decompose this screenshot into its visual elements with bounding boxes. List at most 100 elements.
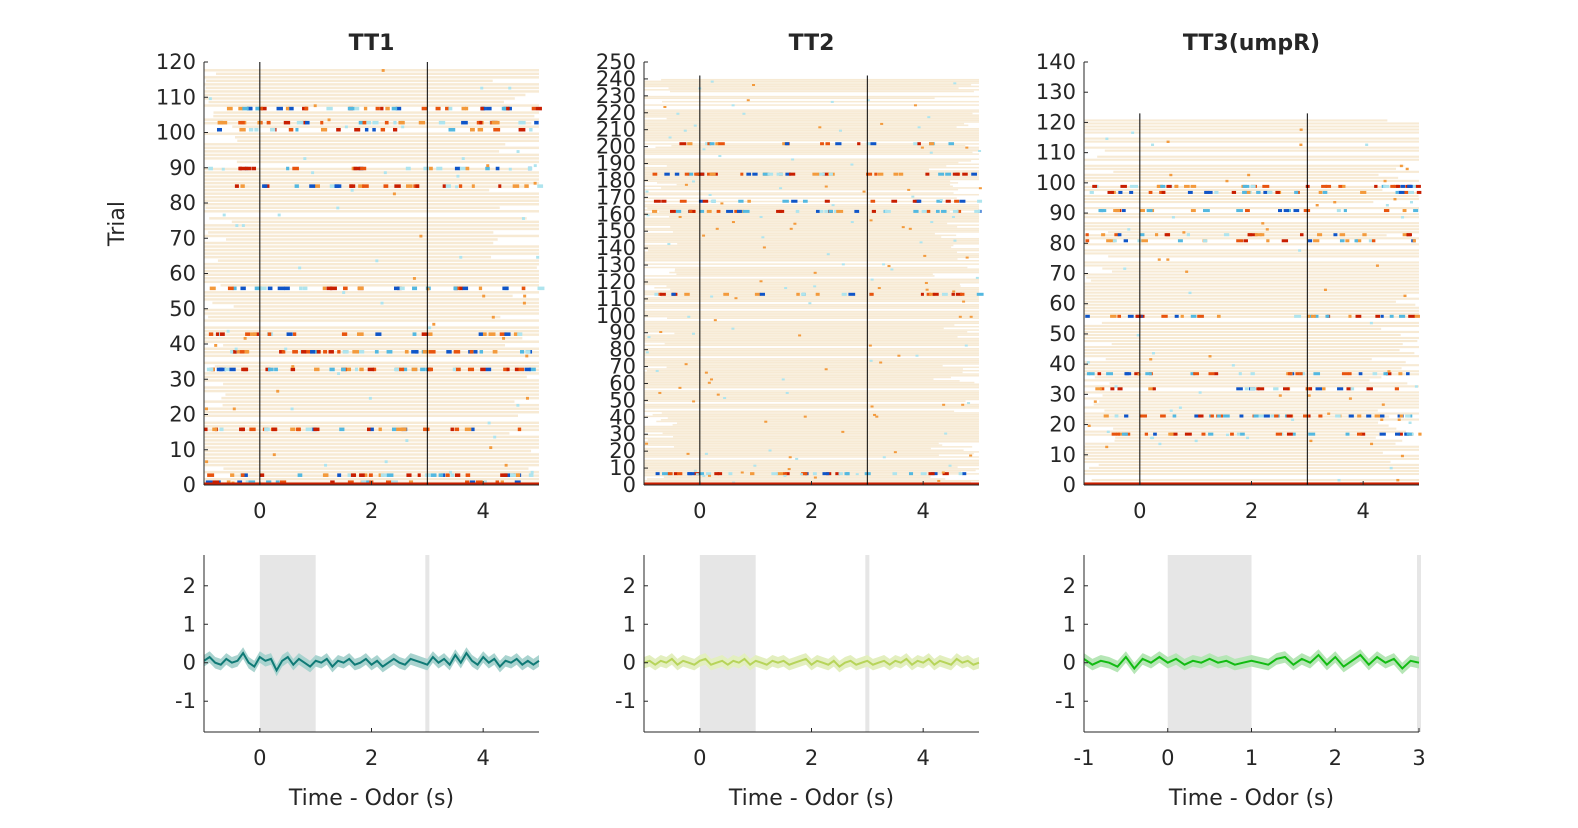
spike-mark: [305, 120, 310, 125]
spike-mark: [1236, 239, 1244, 243]
spike-mark: [718, 142, 725, 146]
spike-mark: [329, 367, 335, 372]
trial-row: [204, 277, 539, 280]
trial-row: [644, 116, 979, 118]
spike-mark: [1086, 361, 1090, 364]
spike-mark: [240, 184, 245, 188]
trial-row: [658, 210, 950, 213]
trial-row: [1084, 309, 1419, 312]
spike-mark: [259, 473, 265, 477]
spike-mark: [386, 473, 394, 477]
spike-mark: [521, 286, 526, 291]
x-tick-label: 0: [1133, 499, 1146, 523]
trial-row: [644, 395, 979, 397]
spike-mark: [795, 209, 800, 213]
spike-mark: [1397, 418, 1401, 421]
spike-mark: [1201, 432, 1206, 436]
spike-mark: [776, 472, 784, 476]
spike-mark: [504, 332, 511, 336]
trial-row: [663, 476, 931, 479]
spike-mark: [362, 120, 367, 125]
trial-row: [1084, 391, 1419, 394]
trial-row: [644, 307, 979, 309]
spike-mark: [421, 332, 429, 336]
spike-mark: [342, 291, 346, 294]
spike-mark: [220, 120, 228, 125]
spike-mark: [239, 427, 245, 432]
spike-mark: [1124, 414, 1129, 418]
trial-row: [204, 227, 539, 231]
spike-mark: [1238, 372, 1242, 376]
spike-mark: [930, 221, 934, 224]
trial-row: [230, 368, 540, 372]
trial-row: [1102, 267, 1419, 270]
x-tick-label: 0: [253, 746, 266, 770]
spike-mark: [260, 106, 267, 111]
trial-row: [204, 410, 539, 414]
trial-row: [1084, 349, 1400, 352]
spike-mark: [759, 215, 763, 218]
trial-row: [667, 317, 979, 319]
spike-mark: [1194, 439, 1198, 443]
y-tick-label: 110: [1036, 141, 1076, 165]
spike-mark: [1177, 239, 1183, 243]
spike-mark: [309, 184, 316, 188]
trial-row: [1084, 421, 1379, 424]
spike-mark: [1381, 403, 1385, 406]
spike-mark: [489, 446, 493, 450]
y-tick-label: 1: [183, 612, 196, 636]
trial-row: [644, 347, 979, 350]
spike-mark: [1247, 173, 1251, 177]
spike-mark: [239, 350, 245, 354]
spike-mark: [723, 397, 727, 400]
trial-row: [204, 425, 539, 428]
spike-mark: [952, 172, 960, 176]
spike-mark: [799, 473, 803, 476]
trial-row: [644, 259, 979, 262]
spike-mark: [1307, 314, 1313, 318]
spike-mark: [498, 184, 502, 188]
trial-row: [204, 312, 539, 315]
x-tick-label: 0: [1161, 746, 1174, 770]
spike-mark: [218, 332, 225, 336]
spike-mark: [1178, 406, 1182, 409]
trial-row: [644, 278, 979, 281]
spike-mark: [367, 367, 375, 372]
spike-mark: [405, 439, 409, 442]
spike-mark: [292, 332, 297, 336]
spike-mark: [929, 292, 936, 296]
spike-mark: [824, 199, 830, 203]
spike-mark: [1383, 209, 1390, 213]
trial-row: [644, 258, 958, 260]
spike-mark: [869, 292, 874, 296]
spike-mark: [445, 106, 449, 111]
trial-row: [1084, 137, 1419, 140]
spike-mark: [1254, 233, 1262, 237]
spike-mark: [514, 480, 521, 484]
trial-row: [644, 325, 979, 328]
trial-row: [204, 460, 539, 463]
trial-row: [1084, 454, 1419, 457]
spike-mark: [1399, 164, 1403, 168]
spike-mark: [1308, 432, 1316, 436]
spike-mark: [500, 473, 504, 477]
raster-rows: [644, 78, 979, 484]
spike-mark: [385, 480, 393, 484]
trial-row: [1109, 382, 1408, 385]
x-tick-label: 0: [693, 746, 706, 770]
spike-mark: [693, 469, 697, 472]
trial-row: [1084, 261, 1419, 264]
spike-mark: [1141, 239, 1148, 243]
spike-mark: [890, 268, 894, 271]
spike-mark: [835, 142, 842, 146]
spike-mark: [908, 227, 912, 230]
spike-mark: [296, 427, 301, 432]
spike-mark: [646, 214, 650, 217]
spike-mark: [824, 185, 828, 188]
x-tick-label: 2: [365, 746, 378, 770]
trial-row: [1113, 170, 1419, 173]
spike-mark: [421, 106, 428, 111]
spike-mark: [482, 332, 487, 336]
spike-mark: [381, 69, 385, 72]
